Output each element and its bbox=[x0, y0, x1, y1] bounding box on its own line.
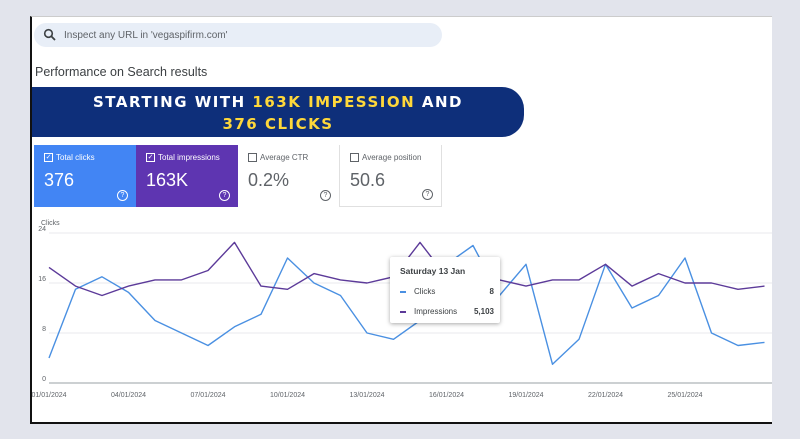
metric-card-average-position[interactable]: Average position 50.6 ? bbox=[340, 145, 442, 207]
checkbox-checked-icon[interactable]: ✓ bbox=[44, 153, 53, 162]
metric-card-average-ctr[interactable]: Average CTR 0.2% ? bbox=[238, 145, 340, 207]
page-title: Performance on Search results bbox=[35, 65, 208, 79]
x-tick-label: 22/01/2024 bbox=[588, 392, 623, 399]
metric-value: 376 bbox=[44, 170, 75, 190]
legend-swatch-impressions bbox=[400, 310, 406, 313]
checkbox-unchecked-icon[interactable] bbox=[350, 153, 359, 162]
x-tick-label: 19/01/2024 bbox=[508, 392, 543, 399]
x-tick-label: 01/01/2024 bbox=[32, 392, 67, 399]
search-icon bbox=[43, 28, 56, 41]
y-tick-label: 8 bbox=[42, 326, 46, 333]
legend-swatch-clicks bbox=[400, 290, 406, 293]
tooltip-date: Saturday 13 Jan bbox=[400, 266, 466, 276]
search-bar[interactable] bbox=[34, 23, 442, 47]
x-tick-label: 07/01/2024 bbox=[190, 392, 225, 399]
checkbox-unchecked-icon[interactable] bbox=[248, 153, 257, 162]
x-tick-label: 25/01/2024 bbox=[667, 392, 702, 399]
metric-value: 0.2% bbox=[248, 170, 290, 190]
search-console-panel: Performance on Search results STARTING W… bbox=[30, 16, 772, 424]
x-tick-label: 10/01/2024 bbox=[270, 392, 305, 399]
tooltip-row-impressions: Impressions 5,103 bbox=[400, 307, 494, 316]
help-icon[interactable]: ? bbox=[117, 190, 128, 201]
x-tick-label: 04/01/2024 bbox=[111, 392, 146, 399]
x-tick-label: 13/01/2024 bbox=[349, 392, 384, 399]
search-input[interactable] bbox=[64, 23, 434, 47]
x-tick-label: 16/01/2024 bbox=[429, 392, 464, 399]
banner-line-1: STARTING WITH 163K IMPESSION AND bbox=[93, 93, 463, 111]
chart-tooltip: Saturday 13 Jan Clicks 8 Impressions 5,1… bbox=[390, 257, 500, 323]
series-line-clicks bbox=[48, 244, 765, 366]
y-axis-label: Clicks bbox=[41, 220, 60, 227]
y-tick-label: 16 bbox=[38, 276, 46, 283]
tooltip-row-clicks: Clicks 8 bbox=[400, 287, 494, 296]
metric-value: 163K bbox=[146, 170, 189, 190]
metric-value: 50.6 bbox=[350, 170, 386, 190]
help-icon[interactable]: ? bbox=[422, 189, 433, 200]
metric-card-total-impressions[interactable]: ✓ Total impressions 163K ? bbox=[136, 145, 238, 207]
promo-banner: STARTING WITH 163K IMPESSION AND 376 CLI… bbox=[32, 87, 524, 137]
checkbox-checked-icon[interactable]: ✓ bbox=[146, 153, 155, 162]
help-icon[interactable]: ? bbox=[320, 190, 331, 201]
metric-card-total-clicks[interactable]: ✓ Total clicks 376 ? bbox=[34, 145, 136, 207]
y-tick-label: 24 bbox=[38, 226, 46, 233]
banner-line-2: 376 CLICKS bbox=[222, 115, 334, 133]
y-tick-label: 0 bbox=[42, 376, 46, 383]
help-icon[interactable]: ? bbox=[219, 190, 230, 201]
